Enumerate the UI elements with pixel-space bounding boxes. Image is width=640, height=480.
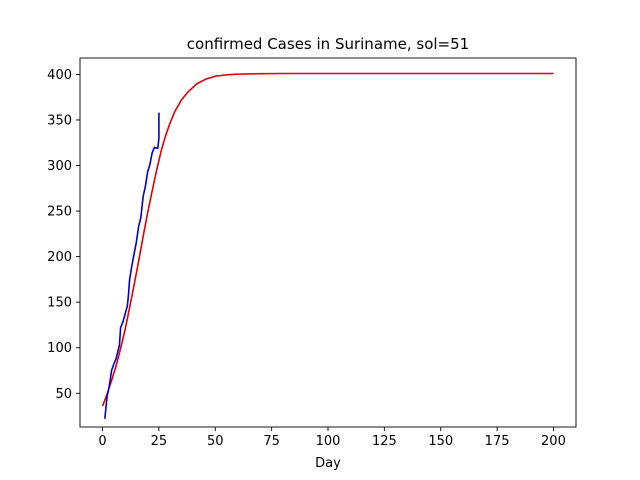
y-tick-label: 300 — [47, 159, 72, 174]
x-tick-label: 50 — [207, 434, 224, 449]
y-tick-label: 50 — [55, 387, 72, 402]
chart-title: confirmed Cases in Suriname, sol=51 — [187, 35, 469, 53]
x-tick-label: 100 — [316, 434, 341, 449]
y-tick-label: 250 — [47, 205, 72, 220]
x-tick-label: 200 — [541, 434, 566, 449]
series-line-2 — [104, 112, 160, 419]
y-tick-label: 150 — [47, 296, 72, 311]
x-tick-label: 175 — [485, 434, 510, 449]
plot-frame — [79, 57, 577, 428]
x-tick-label: 150 — [428, 434, 453, 449]
y-tick-label: 100 — [47, 341, 72, 356]
x-tick-label: 125 — [372, 434, 397, 449]
x-tick-label: 75 — [263, 434, 280, 449]
x-tick-label: 0 — [98, 434, 106, 449]
y-tick-label: 350 — [47, 113, 72, 128]
series-line-1 — [101, 72, 554, 407]
y-tick-label: 200 — [47, 250, 72, 265]
x-axis-label: Day — [315, 456, 341, 471]
x-tick-label: 25 — [151, 434, 168, 449]
plot-area: 0 25 50 75 100 125 150 175 200 50 100 150 200 250 300 3… — [47, 57, 577, 449]
y-tick-label: 400 — [47, 68, 72, 83]
